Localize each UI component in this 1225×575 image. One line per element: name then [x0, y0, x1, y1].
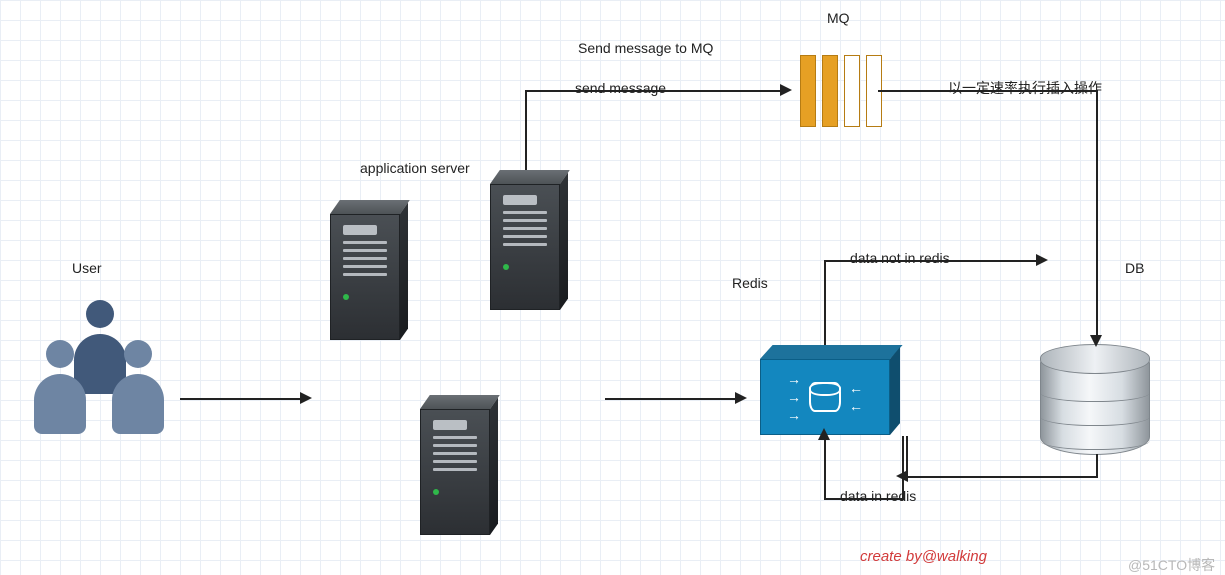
edge-db-redis — [906, 436, 908, 478]
edge-send-message — [525, 90, 527, 170]
arrowhead-icon — [735, 392, 747, 404]
edge-user-app — [180, 398, 300, 400]
app-server-label: application server — [360, 160, 470, 176]
redis-label: Redis — [732, 275, 768, 291]
edge-not-in-redis — [824, 260, 826, 345]
mq-label: MQ — [827, 10, 850, 26]
data-not-in-redis-label: data not in redis — [850, 250, 950, 266]
edge-data-in-redis — [824, 436, 826, 500]
mq-icon — [800, 55, 882, 127]
arrowhead-icon — [818, 428, 830, 440]
arrowhead-icon — [300, 392, 312, 404]
db-label: DB — [1125, 260, 1144, 276]
db-icon — [1040, 345, 1150, 455]
arrowhead-icon — [1090, 335, 1102, 347]
server-icon-2 — [490, 170, 560, 310]
watermark-text: @51CTO博客 — [1128, 555, 1215, 575]
arrowhead-icon — [1036, 254, 1048, 266]
server-icon-3 — [420, 395, 490, 535]
mq-caption-label: Send message to MQ — [578, 40, 713, 56]
data-in-redis-label: data in redis — [840, 488, 916, 504]
edge-db-redis — [906, 476, 1098, 478]
insert-rate-label: 以一定速率执行插入操作 — [948, 78, 1102, 98]
user-label: User — [72, 260, 102, 276]
diagram-stage: User application server MQ Send message … — [0, 0, 1225, 575]
send-message-label: send message — [575, 80, 666, 96]
edge-app-redis — [605, 398, 735, 400]
edge-db-redis — [1096, 454, 1098, 478]
server-icon-1 — [330, 200, 400, 340]
edge-mq-db — [1096, 90, 1098, 338]
arrowhead-icon — [780, 84, 792, 96]
redis-icon: →→→ ←← — [760, 345, 890, 435]
credit-text: create by@walking — [860, 548, 987, 565]
